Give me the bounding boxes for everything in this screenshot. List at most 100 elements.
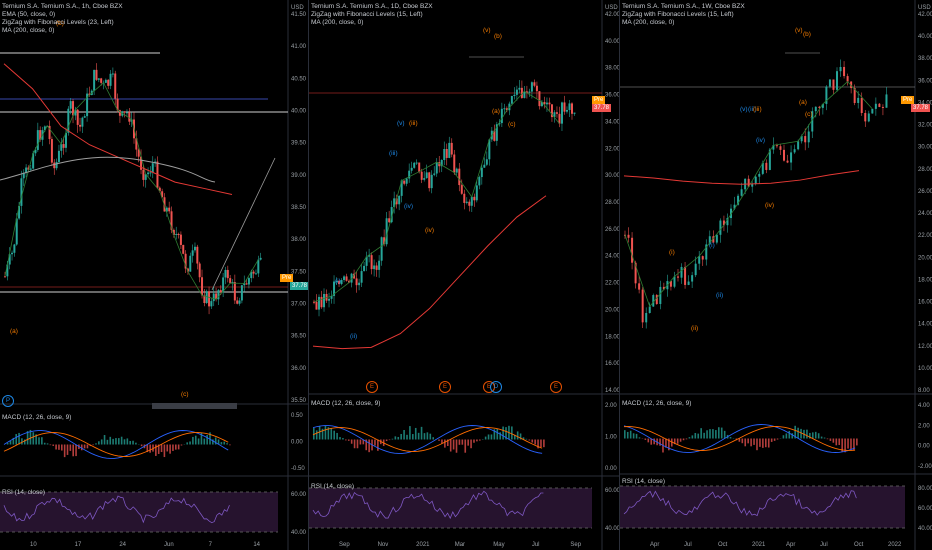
macd-histogram-bar bbox=[112, 438, 114, 445]
candle-body bbox=[779, 146, 782, 150]
macd-histogram-bar bbox=[694, 432, 697, 439]
candle-body bbox=[468, 201, 471, 206]
macd-histogram-bar bbox=[691, 435, 694, 439]
candle-body bbox=[11, 252, 14, 255]
macd-histogram-bar bbox=[98, 441, 100, 445]
candle-body bbox=[533, 82, 536, 86]
macd-histogram-bar bbox=[365, 439, 368, 451]
candle-body bbox=[39, 130, 42, 140]
chart-panel-1w[interactable]: 42.00 40.00 38.00 36.00 34.00 32.00 30.00 28.00… bbox=[620, 0, 932, 550]
candle-body bbox=[135, 138, 138, 150]
candle-body bbox=[400, 180, 403, 196]
candle-body bbox=[408, 170, 411, 179]
price-tick-label: 22.00 bbox=[918, 233, 932, 239]
legend-ma[interactable]: MA (200, close, 0) bbox=[622, 19, 675, 26]
candle-body bbox=[701, 256, 704, 260]
price-tick-label: 40.00 bbox=[291, 109, 307, 115]
macd-histogram-bar bbox=[80, 444, 83, 451]
candle-body bbox=[219, 290, 222, 293]
legend-zigzag[interactable]: ZigZag with Fibonacci Levels (15, Left) bbox=[311, 11, 423, 18]
chart-panel-1h[interactable]: 41.50 41.00 40.50 40.00 39.50 39.00 38.50 38.00… bbox=[0, 0, 310, 550]
candle-body bbox=[161, 191, 164, 198]
legend-ma[interactable]: MA (200, close, 0) bbox=[311, 19, 364, 26]
candle-body bbox=[485, 159, 488, 165]
macd-title[interactable]: MACD (12, 26, close, 9) bbox=[622, 400, 692, 407]
time-tick-label: 2021 bbox=[416, 542, 430, 548]
time-tick-label: Jul bbox=[532, 542, 540, 548]
candle-body bbox=[627, 234, 630, 238]
macd-histogram-bar bbox=[58, 444, 60, 450]
wave-label: (v) bbox=[397, 120, 405, 127]
dividend-marker[interactable]: D bbox=[490, 381, 502, 393]
candle-body bbox=[493, 130, 496, 141]
chart-canvas-1w[interactable]: 42.00 40.00 38.00 36.00 34.00 32.00 30.00 28.00… bbox=[620, 0, 932, 550]
macd-title[interactable]: MACD (12, 26, close, 9) bbox=[311, 400, 381, 407]
chart-canvas-1d[interactable]: 42.00 40.00 38.00 36.00 34.00 32.00 30.00 28.00… bbox=[309, 0, 619, 550]
legend-ma[interactable]: MA (200, close, 0) bbox=[2, 27, 55, 34]
legend-zigzag[interactable]: ZigZag with Fibonacci Levels (15, Left) bbox=[622, 11, 734, 18]
rsi-title[interactable]: RSI (14, close) bbox=[2, 489, 45, 496]
wave-label: (iii) bbox=[389, 150, 398, 157]
candle-body bbox=[163, 197, 166, 212]
macd-histogram-bar bbox=[66, 444, 69, 455]
macd-line bbox=[623, 424, 856, 453]
macd-histogram-bar bbox=[103, 435, 106, 445]
ma200-line bbox=[312, 195, 547, 350]
macd-histogram-bar bbox=[635, 433, 638, 439]
price-tick-label: 14.00 bbox=[605, 388, 619, 394]
macd-histogram-bar bbox=[543, 439, 545, 448]
candle-body bbox=[708, 236, 711, 245]
panel-divider[interactable] bbox=[308, 0, 309, 550]
candle-body bbox=[765, 162, 768, 170]
macd-histogram-bar bbox=[342, 438, 344, 440]
earnings-marker[interactable]: E bbox=[439, 381, 451, 393]
event-marker[interactable]: P bbox=[2, 395, 14, 407]
macd-histogram-bar bbox=[499, 432, 501, 440]
macd-histogram-bar bbox=[200, 432, 203, 445]
candle-body bbox=[478, 177, 481, 186]
earnings-marker[interactable]: E bbox=[366, 381, 378, 393]
chart-canvas-1h[interactable]: 41.50 41.00 40.50 40.00 39.50 39.00 38.50 38.00… bbox=[0, 0, 308, 550]
candle-body bbox=[495, 124, 498, 141]
candle-body bbox=[722, 220, 725, 226]
macd-histogram-bar bbox=[753, 438, 755, 445]
macd-histogram-bar bbox=[829, 438, 832, 441]
candle-body bbox=[97, 78, 100, 80]
rsi-title[interactable]: RSI (14, close) bbox=[311, 483, 354, 490]
price-tick-label: 38.00 bbox=[918, 56, 932, 62]
macd-title[interactable]: MACD (12, 26, close, 9) bbox=[2, 414, 72, 421]
macd-histogram-bar bbox=[794, 425, 796, 439]
price-tick-label: 24.00 bbox=[605, 254, 619, 260]
macd-histogram-bar bbox=[712, 429, 714, 439]
price-tick-label: 16.00 bbox=[605, 361, 619, 367]
legend-symbol[interactable]: Ternium S.A. Ternium S.A., 1W, Cboe BZX bbox=[622, 3, 745, 10]
candle-body bbox=[428, 172, 431, 189]
candle-body bbox=[680, 266, 683, 278]
candle-body bbox=[503, 108, 506, 110]
macd-histogram-bar bbox=[160, 444, 163, 453]
macd-line bbox=[312, 425, 543, 454]
macd-histogram-bar bbox=[163, 444, 166, 458]
macd-histogram-bar bbox=[700, 428, 702, 439]
rsi-title[interactable]: RSI (14, close) bbox=[622, 478, 665, 485]
macd-histogram-bar bbox=[844, 438, 846, 453]
legend-symbol[interactable]: Ternium S.A. Ternium S.A., 1h, Cboe BZX bbox=[2, 3, 123, 10]
candle-body bbox=[328, 298, 331, 301]
candle-body bbox=[350, 273, 353, 283]
macd-histogram-bar bbox=[46, 443, 49, 445]
time-tick-label: Sep bbox=[339, 542, 350, 548]
earnings-marker[interactable]: E bbox=[550, 381, 562, 393]
legend-symbol[interactable]: Ternium S.A. Ternium S.A., 1D, Cboe BZX bbox=[311, 3, 433, 10]
legend-ema[interactable]: EMA (50, close, 0) bbox=[2, 11, 56, 18]
chart-panel-1d[interactable]: 42.00 40.00 38.00 36.00 34.00 32.00 30.00 28.00… bbox=[309, 0, 619, 550]
macd-histogram-bar bbox=[709, 429, 711, 439]
legend-zigzag[interactable]: ZigZag with Fibonacci Levels (23, Left) bbox=[2, 19, 114, 26]
macd-histogram-bar bbox=[356, 439, 359, 449]
candle-body bbox=[363, 265, 366, 272]
candle-body bbox=[142, 169, 145, 180]
macd-histogram-bar bbox=[841, 438, 843, 452]
candle-body bbox=[573, 112, 576, 114]
panel-divider[interactable] bbox=[619, 0, 620, 550]
candle-body bbox=[634, 262, 637, 284]
candle-body bbox=[8, 254, 11, 265]
